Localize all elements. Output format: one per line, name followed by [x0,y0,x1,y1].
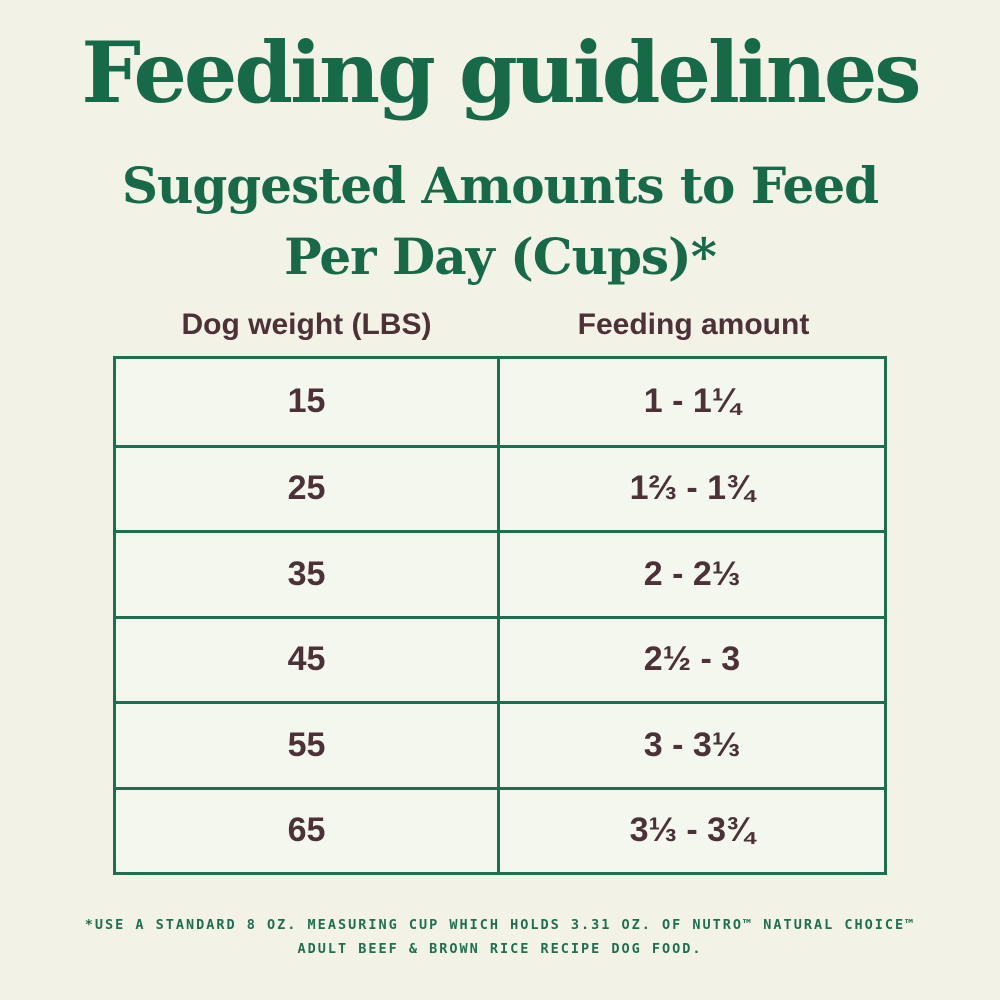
table-row: 65 3⅓ - 3¾ [116,786,884,873]
column-header-feeding-amount: Feeding amount [577,308,810,342]
table-column-headers: Dog weight (LBS) Feeding amount [113,308,887,342]
weight-cell: 55 [116,704,500,787]
subtitle-line-1: Suggested Amounts to Feed [121,156,879,216]
amount-cell: 2 - 2⅓ [643,554,741,593]
table-row: 25 1⅔ - 1¾ [116,444,884,531]
amount-cell: 3⅓ - 3¾ [629,811,755,850]
amount-cell: 3 - 3⅓ [643,725,741,764]
table-row: 15 1 - 1¼ [116,359,884,445]
column-header-dog-weight: Dog weight (LBS) [181,308,432,342]
table-row: 45 2½ - 3 [116,615,884,702]
weight-cell: 25 [116,447,500,531]
footnote-line-2: ADULT BEEF & BROWN RICE RECIPE DOG FOOD. [297,941,703,958]
table-row: 55 3 - 3⅓ [116,701,884,787]
weight-cell: 35 [116,533,500,616]
amount-cell: 1⅔ - 1¾ [629,469,755,508]
amount-cell: 2½ - 3 [643,640,741,679]
weight-cell: 65 [116,789,500,873]
subtitle-line-2: Per Day (Cups)* [284,227,717,287]
weight-cell: 15 [116,359,500,445]
feeding-table: 15 1 - 1¼ 25 1⅔ - 1¾ 35 2 - 2⅓ 45 2½ - 3… [113,356,887,876]
page-title: Feeding guidelines [81,23,921,122]
amount-cell: 1 - 1¼ [643,382,741,421]
measuring-cup-footnote: *USE A STANDARD 8 OZ. MEASURING CUP WHIC… [0,913,1000,961]
page-subtitle: Suggested Amounts to Feed Per Day (Cups)… [0,150,1000,292]
weight-cell: 45 [116,618,500,702]
footnote-line-1: *USE A STANDARD 8 OZ. MEASURING CUP WHIC… [84,917,916,934]
table-row: 35 2 - 2⅓ [116,530,884,616]
